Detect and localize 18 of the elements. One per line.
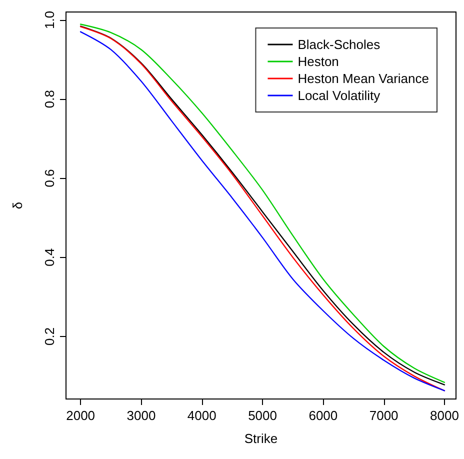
y-tick-label: 0.4 (42, 248, 57, 266)
y-tick-label: 0.6 (42, 169, 57, 188)
legend-label: Heston Mean Variance (298, 71, 430, 86)
x-tick-label: 7000 (369, 408, 398, 423)
x-tick-label: 6000 (308, 408, 338, 423)
x-tick-label: 3000 (126, 408, 156, 423)
x-tick-label: 4000 (187, 408, 216, 423)
x-axis-title: Strike (244, 431, 278, 446)
y-tick-label: 0.8 (42, 90, 57, 108)
y-axis-title: δ (10, 202, 25, 210)
legend-label: Black-Scholes (298, 37, 381, 52)
x-tick-label: 5000 (248, 408, 277, 423)
y-tick-label: 0.2 (42, 327, 57, 346)
x-tick-label: 8000 (430, 408, 459, 423)
x-tick-label: 2000 (66, 408, 96, 423)
legend-label: Local Volatility (298, 88, 381, 103)
y-tick-label: 1.0 (42, 10, 57, 29)
legend-label: Heston (298, 54, 339, 69)
